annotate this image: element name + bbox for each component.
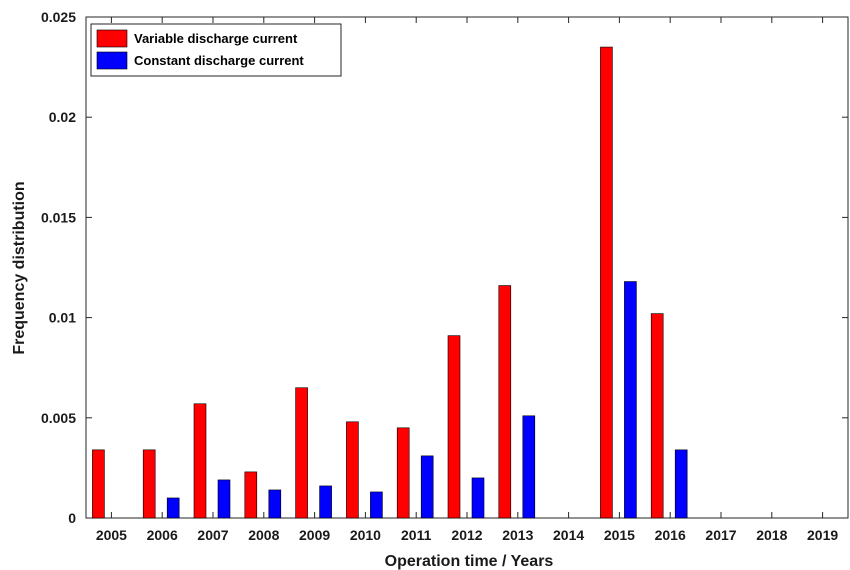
x-tick-label: 2016: [655, 527, 686, 543]
bar-variable-2016: [650, 313, 664, 519]
bar-constant-2010: [370, 491, 383, 519]
bar-variable-2011: [396, 427, 410, 519]
bar-constant-2011: [420, 455, 434, 519]
bar-variable-2005: [92, 449, 105, 519]
bar-constant-2016: [674, 449, 688, 519]
x-tick-label: 2014: [553, 527, 584, 543]
y-tick-label: 0: [68, 510, 76, 526]
bar-constant-2006: [166, 497, 180, 519]
y-tick-label: 0.02: [49, 109, 76, 125]
x-tick-label: 2015: [604, 527, 635, 543]
bar-variable-2006: [142, 449, 156, 519]
bar-constant-2008: [268, 489, 282, 519]
x-tick-label: 2019: [807, 527, 838, 543]
bar-constant-2015: [624, 281, 637, 519]
x-tick-label: 2010: [350, 527, 381, 543]
bar-constant-2012: [471, 477, 485, 519]
y-tick-label: 0.01: [49, 310, 76, 326]
x-tick-label: 2018: [756, 527, 787, 543]
bar-variable-2007: [193, 403, 207, 519]
bar-constant-2007: [217, 479, 231, 519]
bar-constant-2009: [319, 485, 332, 519]
legend: Variable discharge current Constant disch…: [90, 23, 342, 77]
legend-entry: Constant discharge current: [134, 53, 304, 68]
x-tick-label: 2017: [705, 527, 736, 543]
x-tick-label: 2007: [197, 527, 228, 543]
x-tick-label: 2013: [502, 527, 533, 543]
x-tick-label: 2009: [299, 527, 330, 543]
y-tick-label: 0.025: [41, 9, 76, 25]
x-tick-label: 2011: [401, 527, 432, 543]
bar-variable-2013: [498, 285, 512, 519]
bar-variable-2012: [447, 335, 461, 519]
legend-box: [90, 23, 342, 77]
legend-swatch: [96, 51, 128, 70]
x-tick-label: 2005: [96, 527, 127, 543]
y-axis-label: Frequency distribution: [11, 181, 28, 354]
x-axis-label: Operation time / Years: [385, 553, 554, 570]
y-tick-label: 0.005: [41, 410, 76, 426]
bar-variable-2010: [346, 421, 359, 519]
bar-variable-2015: [600, 46, 613, 519]
y-tick-label: 0.015: [41, 209, 76, 225]
bar-constant-2013: [522, 415, 536, 519]
x-tick-label: 2012: [451, 527, 482, 543]
bar-variable-2009: [295, 387, 308, 519]
x-tick-label: 2008: [248, 527, 279, 543]
legend-entry: Variable discharge current: [134, 31, 298, 46]
bar-variable-2008: [244, 471, 258, 519]
legend-swatch: [96, 29, 128, 48]
x-tick-label: 2006: [147, 527, 178, 543]
